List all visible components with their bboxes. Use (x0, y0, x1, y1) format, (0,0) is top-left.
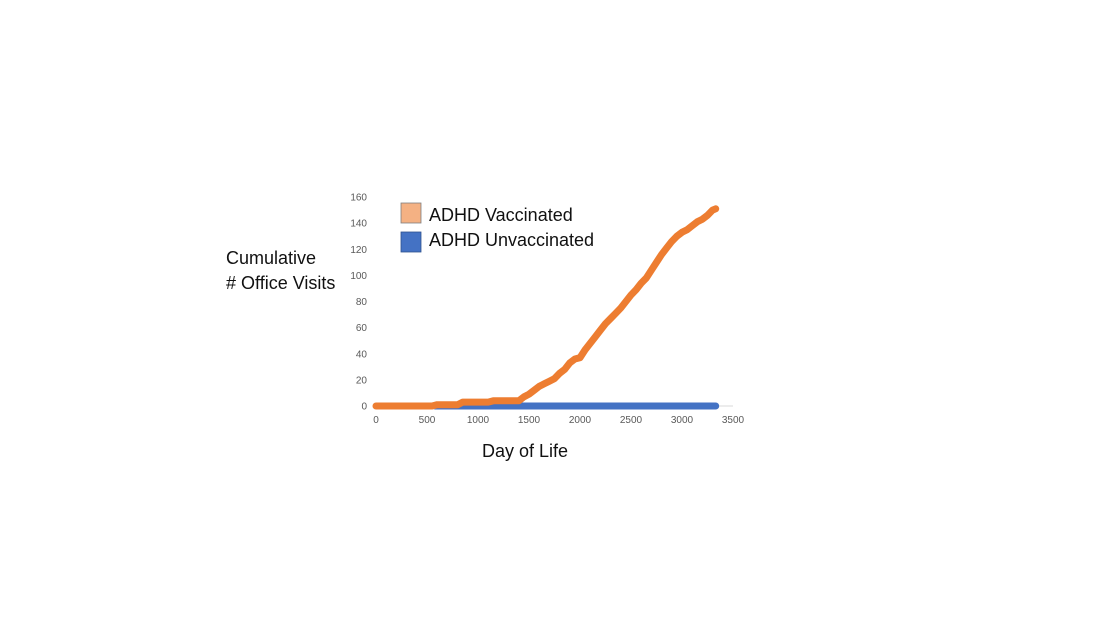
legend-label-unvaccinated: ADHD Unvaccinated (429, 230, 594, 250)
x-tick-label: 2000 (569, 415, 592, 426)
y-tick-label: 20 (356, 375, 368, 386)
y-axis-label-line-2: # Office Visits (226, 273, 335, 293)
plot-area (372, 205, 720, 410)
legend: ADHD Vaccinated ADHD Unvaccinated (400, 202, 594, 253)
y-axis-label-line-1: Cumulative (226, 248, 316, 268)
x-axis-label: Day of Life (482, 441, 568, 461)
y-tick-labels: 0 20 40 60 80 100 120 140 160 (350, 193, 367, 413)
y-tick-label: 0 (361, 402, 367, 413)
x-tick-labels: 0 500 1000 1500 2000 2500 3000 3500 (373, 415, 744, 426)
x-tick-label: 2500 (620, 415, 643, 426)
y-tick-label: 40 (356, 349, 368, 360)
x-tick-label: 3500 (722, 415, 745, 426)
series-line-vaccinated (372, 205, 720, 410)
y-tick-label: 60 (356, 323, 368, 334)
x-tick-label: 3000 (671, 415, 694, 426)
y-tick-label: 120 (350, 245, 367, 256)
legend-label-vaccinated: ADHD Vaccinated (429, 205, 573, 225)
x-tick-label: 1500 (518, 415, 541, 426)
x-tick-label: 0 (373, 415, 379, 426)
y-tick-label: 80 (356, 297, 368, 308)
x-tick-label: 1000 (467, 415, 490, 426)
x-tick-label: 500 (419, 415, 436, 426)
legend-swatch-unvaccinated (400, 231, 422, 253)
y-tick-label: 100 (350, 271, 367, 282)
legend-swatch-vaccinated (400, 202, 422, 224)
y-tick-label: 140 (350, 219, 367, 230)
y-tick-label: 160 (350, 193, 367, 204)
